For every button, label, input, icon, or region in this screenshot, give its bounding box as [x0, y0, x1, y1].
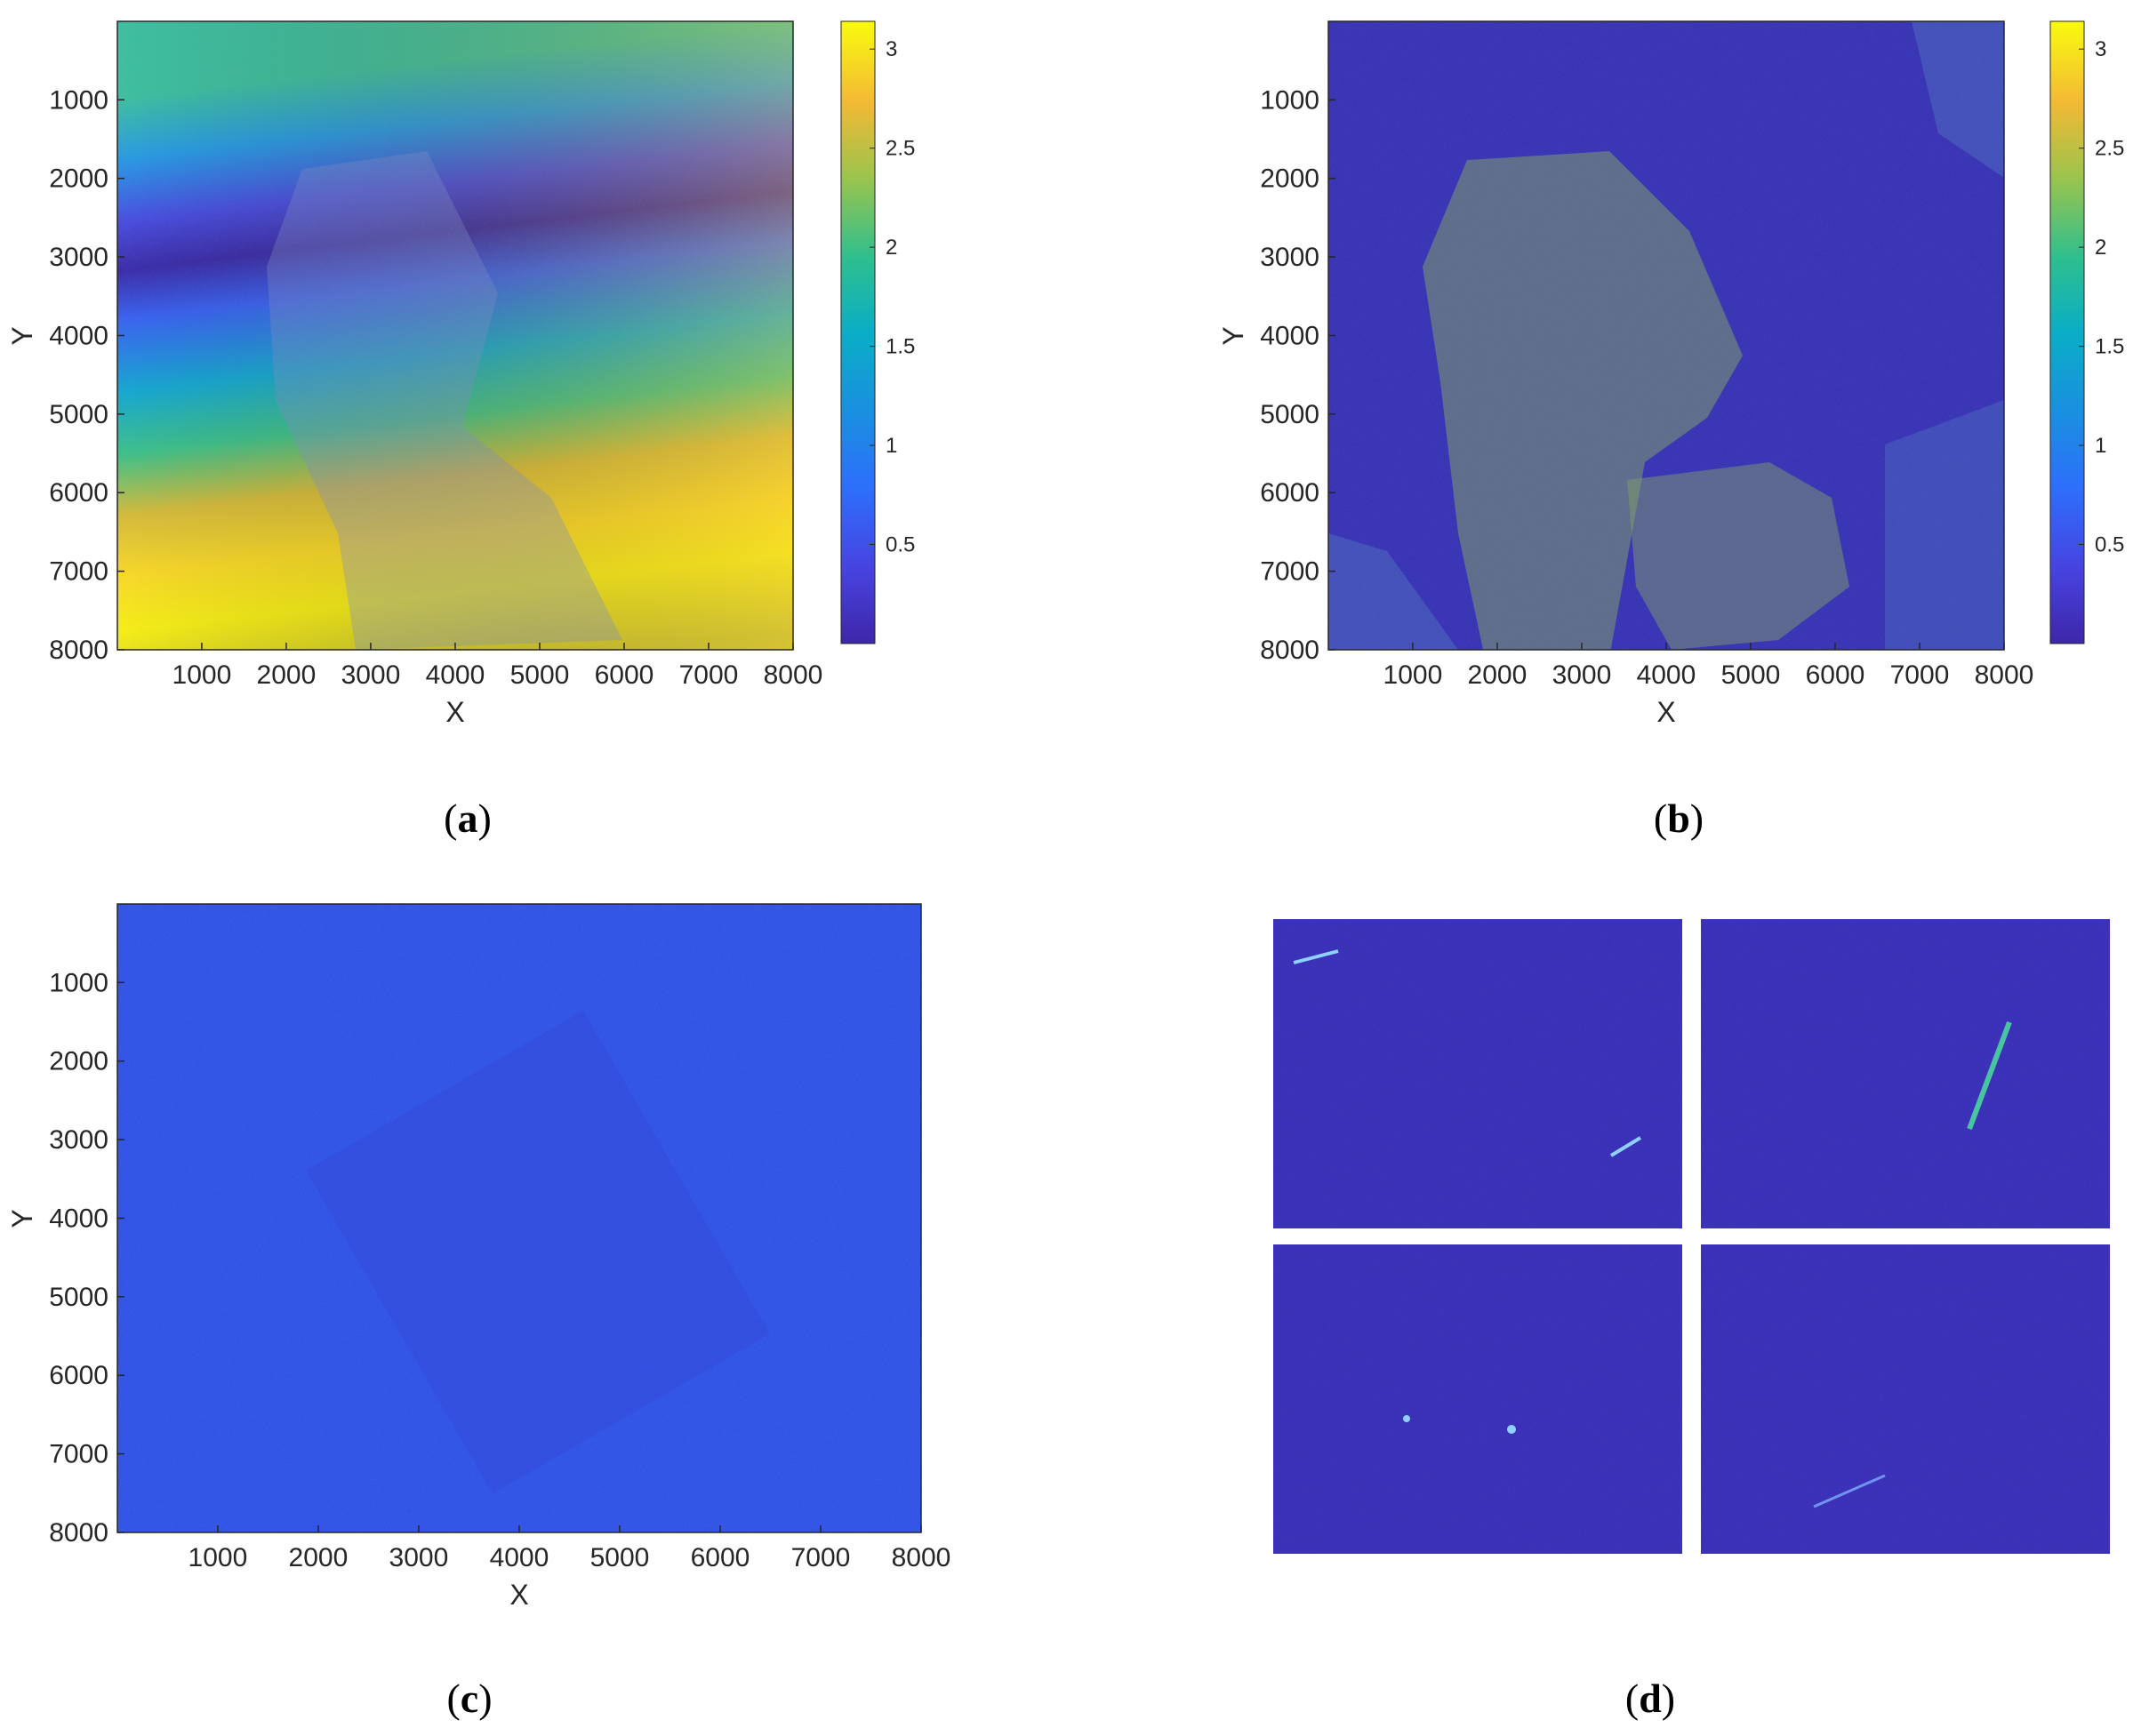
panel-b-yticks: 1000 2000 3000 4000 5000 6000 7000 8000 — [1260, 85, 1335, 665]
panel-c-xticks: 1000 2000 3000 4000 5000 6000 7000 8000 — [188, 1525, 951, 1572]
panel-b-cbtick-label: 1.5 — [2095, 335, 2124, 359]
panel-c-ytick-label: 2000 — [49, 1047, 108, 1076]
panel-b-ytick-label: 2000 — [1260, 164, 1319, 194]
panel-a-cbtick-label: 2 — [886, 236, 897, 260]
panel-d-caption: (d) — [1625, 1676, 1675, 1721]
panel-b-xtick-label: 8000 — [1975, 660, 2034, 690]
panel-d-subimage-2 — [1701, 919, 2110, 1228]
panel-a-caption: (a) — [444, 796, 492, 841]
panel-a-cbtick-label: 2.5 — [886, 137, 915, 161]
panel-a-ytick-label: 6000 — [49, 478, 108, 508]
panel-a-ytick-label: 5000 — [49, 400, 108, 429]
panel-c: 1000 2000 3000 4000 5000 6000 7000 8000 1000 200… — [6, 903, 951, 1721]
panel-c-xtick-label: 7000 — [791, 1543, 851, 1572]
panel-a-cbtick-label: 3 — [886, 37, 897, 61]
panel-a-xtick-label: 3000 — [341, 660, 401, 690]
panel-a-xtick-label: 5000 — [510, 660, 570, 690]
panel-b-cbtick-label: 2.5 — [2095, 137, 2124, 161]
panel-c-yticks: 1000 2000 3000 4000 5000 6000 7000 8000 — [49, 968, 124, 1548]
panel-b-xtick-label: 4000 — [1637, 660, 1696, 690]
panel-a-ytick-label: 1000 — [49, 85, 108, 115]
panel-c-xtick-label: 6000 — [691, 1543, 750, 1572]
panel-d-subimage-1 — [1273, 919, 1682, 1228]
panel-b-xtick-label: 5000 — [1721, 660, 1781, 690]
panel-b-cbtick-label: 3 — [2095, 37, 2106, 61]
panel-b: 1000 2000 3000 4000 5000 6000 7000 8000 1000 200… — [1217, 20, 2124, 841]
panel-b-ytick-label: 4000 — [1260, 321, 1319, 350]
panel-a-colorbar-ticks: 0.5 1 1.5 2 2.5 3 — [870, 37, 915, 557]
panel-a-xtick-label: 4000 — [426, 660, 485, 690]
panel-c-caption: (c) — [446, 1676, 492, 1721]
panel-a-ytick-label: 3000 — [49, 243, 108, 272]
panel-c-ytick-label: 3000 — [49, 1125, 108, 1155]
panel-b-ytick-label: 3000 — [1260, 243, 1319, 272]
panel-a-yticks: 1000 2000 3000 4000 5000 6000 7000 8000 — [49, 85, 124, 665]
panel-d: (d) — [1273, 919, 2110, 1721]
panel-b-cbtick-label: 1 — [2095, 434, 2106, 458]
panel-b-ytick-label: 5000 — [1260, 400, 1319, 429]
panel-a-ylabel: Y — [6, 326, 38, 345]
panel-c-xtick-label: 8000 — [892, 1543, 951, 1572]
panel-b-ytick-label: 7000 — [1260, 557, 1319, 587]
panel-b-ytick-label: 1000 — [1260, 85, 1319, 115]
panel-a-xticks: 1000 2000 3000 4000 5000 6000 7000 8000 — [172, 643, 823, 690]
panel-b-xtick-label: 6000 — [1806, 660, 1865, 690]
panel-c-ytick-label: 7000 — [49, 1440, 108, 1469]
panel-b-caption: (b) — [1654, 796, 1704, 841]
panel-b-image — [1328, 21, 2004, 650]
panel-c-ylabel: Y — [6, 1209, 38, 1228]
panel-c-xtick-label: 3000 — [389, 1543, 449, 1572]
panel-a-image — [117, 21, 793, 650]
panel-c-ytick-label: 1000 — [49, 968, 108, 997]
panel-c-xtick-label: 2000 — [289, 1543, 349, 1572]
panel-b-ytick-label: 8000 — [1260, 636, 1319, 665]
panel-a-colorbar — [840, 20, 876, 644]
panel-a-xtick-label: 8000 — [764, 660, 823, 690]
panel-c-xlabel: X — [509, 1579, 528, 1611]
panel-c-ytick-label: 4000 — [49, 1204, 108, 1233]
panel-c-ytick-label: 5000 — [49, 1283, 108, 1312]
panel-b-xtick-label: 1000 — [1383, 660, 1443, 690]
panel-b-xlabel: X — [1656, 696, 1675, 728]
panel-c-image — [117, 904, 921, 1532]
panel-a-xtick-label: 2000 — [257, 660, 317, 690]
panel-d-subimage-3 — [1273, 1244, 1682, 1554]
panel-b-xtick-label: 7000 — [1890, 660, 1950, 690]
panel-d-subimage-4 — [1701, 1244, 2110, 1554]
panel-a-ytick-label: 8000 — [49, 636, 108, 665]
panel-b-xtick-label: 2000 — [1468, 660, 1528, 690]
panel-b-colorbar — [2049, 20, 2085, 644]
panel-a-xlabel: X — [445, 696, 464, 728]
panel-c-ytick-label: 8000 — [49, 1518, 108, 1548]
panel-a-xtick-label: 7000 — [679, 660, 739, 690]
panel-b-cbtick-label: 0.5 — [2095, 533, 2124, 557]
panel-b-cbtick-label: 2 — [2095, 236, 2106, 260]
panel-a-cbtick-label: 1 — [886, 434, 897, 458]
panel-a-cbtick-label: 0.5 — [886, 533, 915, 557]
panel-a-cbtick-label: 1.5 — [886, 335, 915, 359]
panel-b-colorbar-ticks: 0.5 1 1.5 2 2.5 3 — [2079, 37, 2124, 557]
panel-b-xtick-label: 3000 — [1552, 660, 1612, 690]
panel-c-xtick-label: 1000 — [188, 1543, 248, 1572]
panel-c-xtick-label: 4000 — [490, 1543, 549, 1572]
panel-a-ytick-label: 2000 — [49, 164, 108, 194]
panel-a-ytick-label: 4000 — [49, 321, 108, 350]
panel-a-xtick-label: 1000 — [172, 660, 232, 690]
panel-b-ytick-label: 6000 — [1260, 478, 1319, 508]
panel-c-ytick-label: 6000 — [49, 1361, 108, 1390]
panel-b-xticks: 1000 2000 3000 4000 5000 6000 7000 8000 — [1383, 643, 2034, 690]
panel-a-xtick-label: 6000 — [595, 660, 654, 690]
panel-b-ylabel: Y — [1217, 326, 1249, 345]
panel-c-xtick-label: 5000 — [590, 1543, 650, 1572]
panel-a: 1000 2000 3000 4000 5000 6000 7000 8000 1000 200… — [6, 20, 915, 841]
panel-a-ytick-label: 7000 — [49, 557, 108, 587]
